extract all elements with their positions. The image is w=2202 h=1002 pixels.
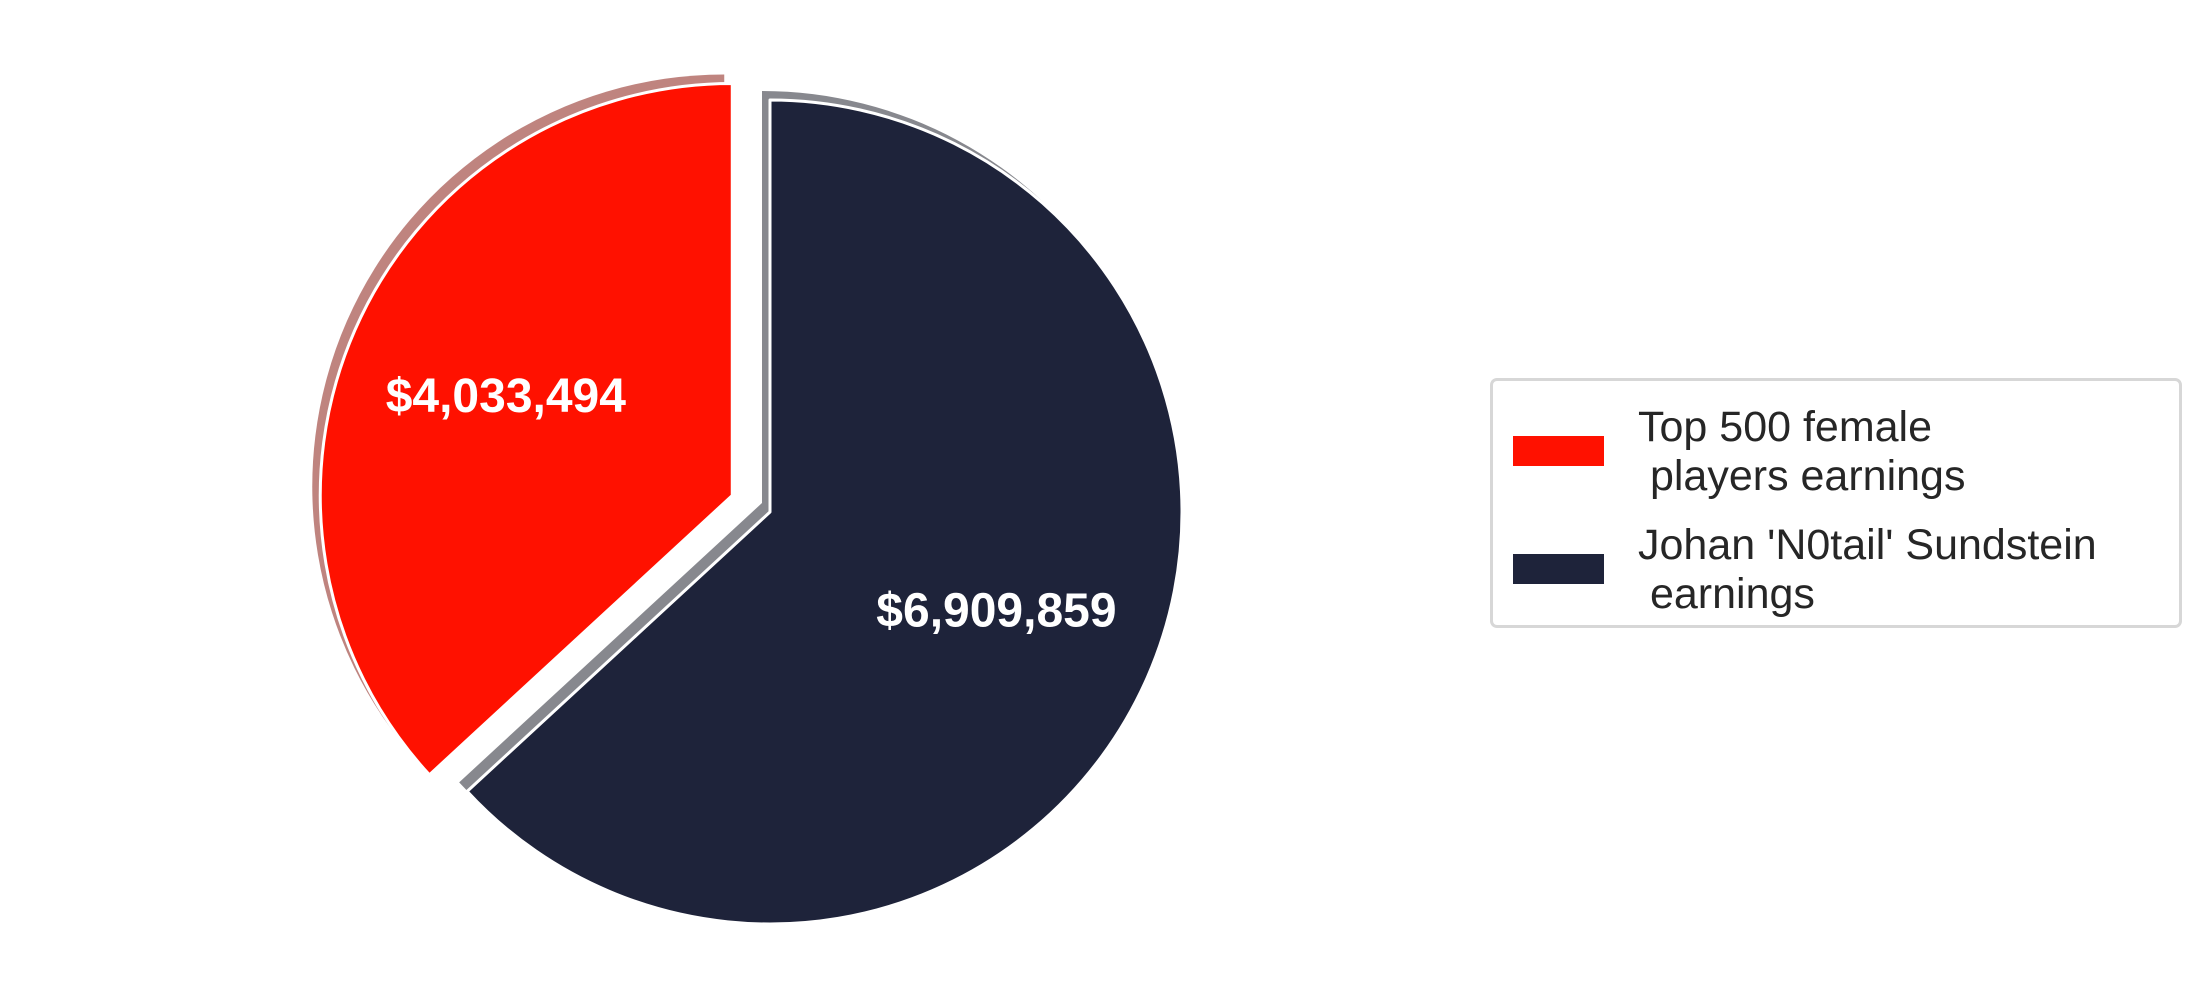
legend-swatch	[1513, 554, 1604, 584]
pie-value-label: $4,033,494	[386, 370, 627, 423]
legend-label: Johan 'N0tail' Sundstein earnings	[1638, 521, 2097, 618]
pie-value-label: $6,909,859	[876, 585, 1116, 638]
pie-slices	[318, 81, 1184, 926]
pie-value-labels: $4,033,494 $6,909,859	[386, 370, 1117, 638]
pie-slice	[465, 98, 1184, 926]
legend-label: Top 500 female players earnings	[1638, 403, 1966, 500]
legend: Top 500 female players earnings Johan 'N…	[1490, 378, 2182, 628]
legend-swatch	[1513, 436, 1604, 466]
pie-slice	[318, 81, 734, 777]
